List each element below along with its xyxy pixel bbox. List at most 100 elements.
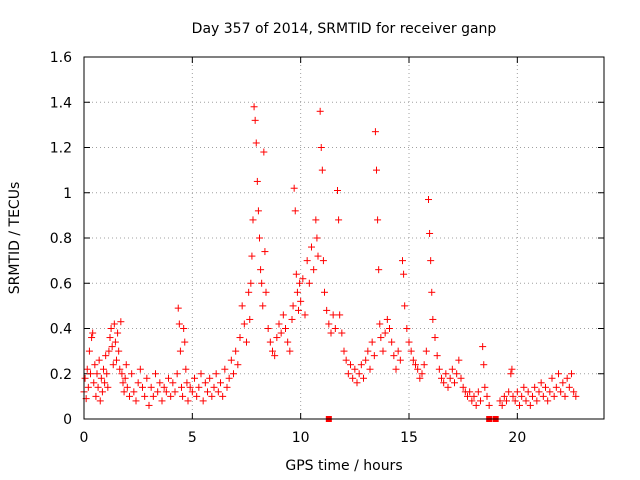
data-point: [474, 388, 482, 396]
y-tick-label: 0.2: [50, 367, 72, 383]
data-point: [537, 379, 545, 387]
data-point: [261, 248, 269, 256]
data-point: [407, 347, 415, 355]
data-point: [104, 383, 112, 391]
data-point: [513, 388, 521, 396]
data-point: [169, 379, 177, 387]
data-point: [370, 352, 378, 360]
data-point: [120, 388, 128, 396]
data-point: [195, 383, 203, 391]
data-point: [98, 388, 106, 396]
data-point: [390, 352, 398, 360]
data-point: [316, 107, 324, 115]
data-point: [93, 370, 101, 378]
y-tick-label: 0.6: [50, 276, 72, 292]
data-point: [181, 338, 189, 346]
data-point: [468, 397, 476, 405]
data-point: [481, 383, 489, 391]
data-point: [297, 297, 305, 305]
data-point: [446, 374, 454, 382]
data-point: [130, 388, 138, 396]
data-point: [206, 374, 214, 382]
data-point: [526, 401, 534, 409]
data-point: [176, 347, 184, 355]
data-point: [134, 379, 142, 387]
data-point: [374, 216, 382, 224]
data-point: [535, 388, 543, 396]
data-point: [472, 401, 480, 409]
data-point: [100, 365, 107, 373]
data-point: [412, 361, 419, 369]
data-point: [92, 392, 100, 400]
data-point: [293, 288, 301, 296]
data-point: [375, 266, 383, 274]
data-point: [197, 370, 205, 378]
data-point: [156, 379, 164, 387]
data-point: [351, 365, 359, 373]
data-point: [360, 374, 367, 382]
data-point: [122, 361, 130, 369]
data-point: [366, 365, 374, 373]
y-tick-label: 0.8: [50, 231, 72, 247]
data-point: [199, 397, 207, 405]
data-point: [559, 379, 567, 387]
data-point: [355, 370, 363, 378]
data-point: [84, 383, 92, 391]
data-point: [223, 383, 231, 391]
data-point: [259, 302, 267, 310]
data-point: [428, 288, 436, 296]
chart-title: Day 357 of 2014, SRMTID for receiver gan…: [192, 21, 497, 37]
data-point: [546, 388, 554, 396]
data-point: [383, 315, 391, 323]
data-point: [193, 392, 201, 400]
data-point: [308, 243, 315, 251]
data-point: [522, 397, 530, 405]
data-point: [429, 315, 437, 323]
data-point: [503, 397, 510, 405]
data-point: [414, 365, 422, 373]
data-point: [357, 361, 365, 369]
data-point: [217, 379, 224, 387]
data-point: [548, 374, 556, 382]
data-point: [201, 379, 209, 387]
data-point: [90, 379, 98, 387]
data-point: [400, 270, 408, 278]
data-point: [314, 252, 322, 260]
data-point: [118, 370, 126, 378]
data-point: [342, 356, 350, 364]
data-point: [117, 318, 125, 326]
data-point: [299, 275, 307, 283]
data-point: [310, 266, 318, 274]
data-point: [179, 392, 187, 400]
data-point: [236, 334, 244, 342]
data-point: [275, 320, 283, 328]
data-point: [568, 370, 575, 378]
data-point: [570, 388, 578, 396]
data-point: [420, 361, 428, 369]
data-point: [260, 148, 268, 156]
data-point: [319, 257, 327, 265]
data-point: [550, 392, 558, 400]
data-point: [403, 325, 411, 332]
data-point: [115, 347, 123, 355]
data-point: [323, 306, 331, 314]
data-point: [531, 383, 539, 391]
data-point: [234, 361, 242, 369]
data-point: [520, 383, 528, 391]
data-point: [483, 392, 491, 400]
data-point: [89, 329, 97, 337]
data-point: [371, 128, 379, 136]
data-point: [85, 347, 93, 355]
data-point: [232, 347, 240, 355]
data-point: [249, 216, 257, 224]
data-point: [313, 234, 321, 242]
data-point: [377, 334, 385, 342]
plot-border: [83, 56, 605, 420]
data-point: [106, 334, 114, 342]
data-point: [147, 383, 155, 391]
data-point: [464, 392, 471, 400]
data-point: [173, 370, 181, 378]
data-point: [325, 320, 333, 328]
data-point: [368, 338, 376, 346]
y-axis-label: SRMTID / TECUs: [7, 182, 23, 295]
